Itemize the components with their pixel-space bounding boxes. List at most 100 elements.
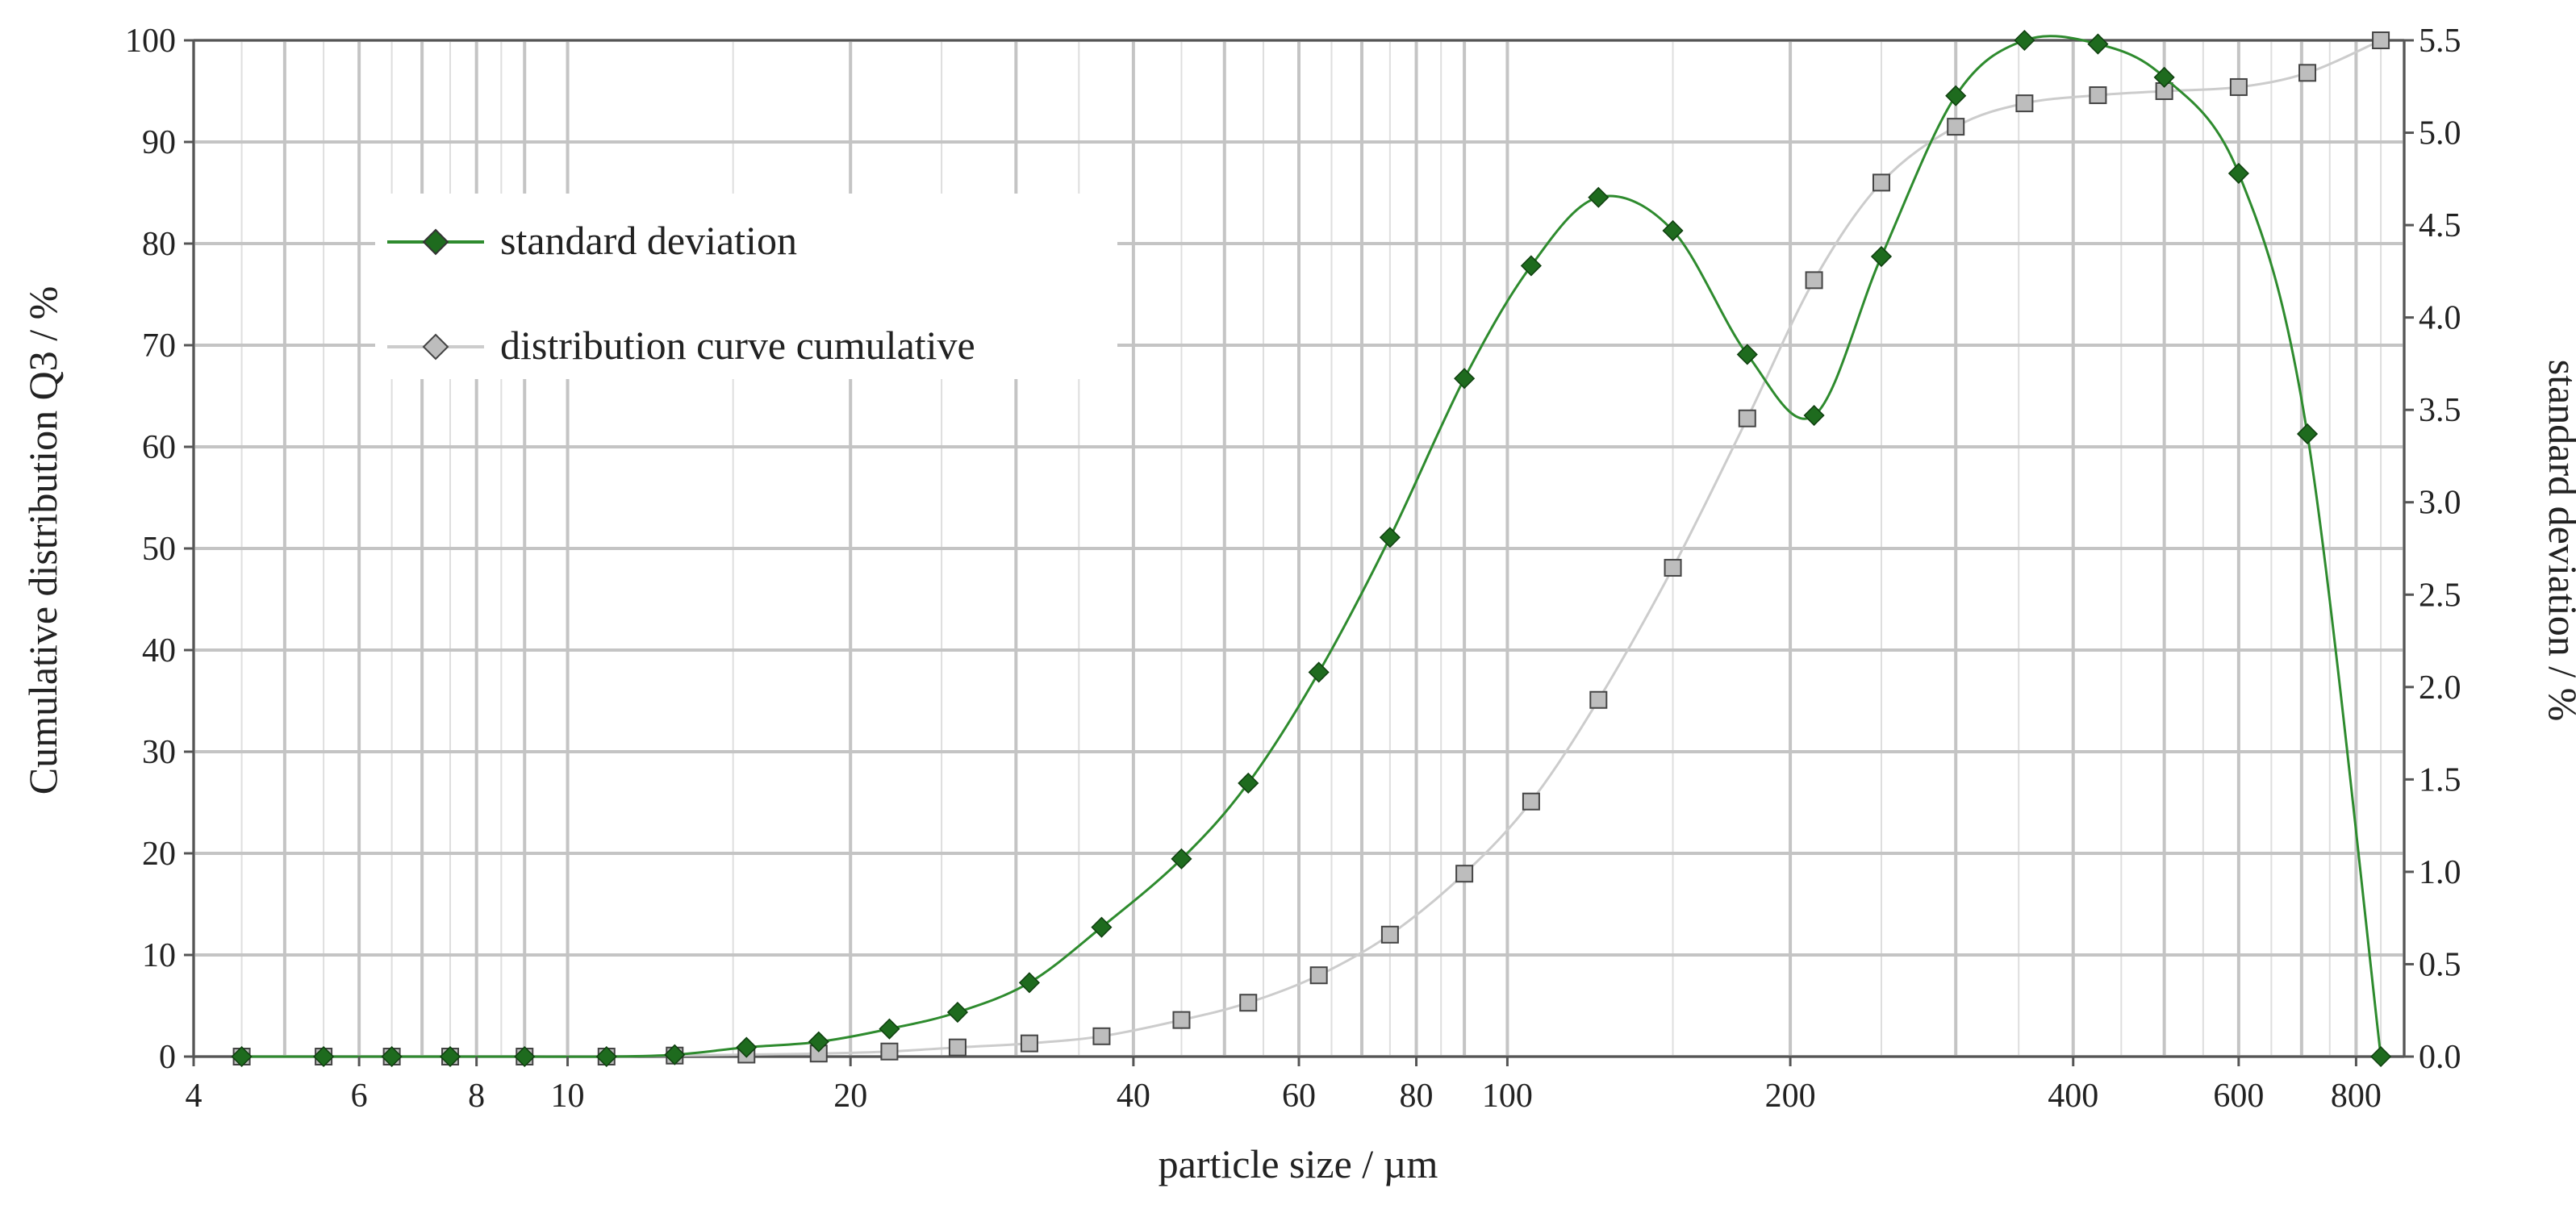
- data-point: [1522, 792, 1540, 811]
- data-point: [1945, 85, 1967, 106]
- data-point: [1736, 344, 1758, 365]
- data-point: [1309, 966, 1328, 985]
- data-point: [2372, 31, 2390, 49]
- y2-tick-label: 3.0: [2419, 485, 2461, 522]
- y2-axis-title: standard deviation / %: [2541, 360, 2576, 722]
- x-tick-label: 20: [833, 1078, 867, 1115]
- data-point: [1455, 865, 1474, 883]
- y2-tick-label: 0.0: [2419, 1039, 2461, 1076]
- y-tick-label: 20: [142, 836, 176, 873]
- x-tick-label: 60: [1282, 1078, 1316, 1115]
- x-tick-label: 6: [351, 1078, 368, 1115]
- y-tick-label: 40: [142, 632, 176, 669]
- data-point: [1172, 1011, 1191, 1029]
- y2-tick-label: 0.5: [2419, 946, 2461, 983]
- data-point: [381, 1045, 403, 1068]
- y2-tick-label: 4.5: [2419, 207, 2461, 244]
- data-point: [1454, 368, 1476, 390]
- series-standard-deviation: [231, 29, 2392, 1068]
- y-tick-label: 50: [142, 531, 176, 568]
- data-point: [595, 1045, 617, 1068]
- data-point: [1020, 1034, 1038, 1053]
- data-point: [1092, 1027, 1111, 1045]
- y-tick-label: 70: [142, 327, 176, 365]
- data-point: [1018, 972, 1040, 994]
- data-point: [2298, 64, 2317, 82]
- y-axis-title: Cumulative distribution Q3 / %: [20, 286, 65, 795]
- legend-label-cumulative: distribution curve cumulative: [500, 323, 975, 368]
- legend: standard deviation distribution curve cu…: [375, 194, 1117, 379]
- y2-tick-label: 3.5: [2419, 392, 2461, 429]
- data-point: [2227, 162, 2249, 185]
- data-point: [1308, 661, 1330, 683]
- x-tick-label: 4: [186, 1078, 202, 1115]
- x-tick-label: 10: [551, 1078, 585, 1115]
- y-tick-label: 30: [142, 734, 176, 771]
- data-point: [2015, 94, 2034, 113]
- data-point: [2229, 77, 2248, 96]
- data-point: [880, 1042, 899, 1061]
- data-point: [1588, 186, 1609, 208]
- data-point: [1805, 271, 1823, 290]
- x-tick-label: 800: [2331, 1078, 2382, 1115]
- y-tick-label: 10: [142, 937, 176, 974]
- data-point: [2370, 1045, 2392, 1068]
- y2-tick-label: 2.0: [2419, 669, 2461, 707]
- legend-marker-cumulative: [422, 333, 449, 361]
- data-point: [514, 1045, 536, 1068]
- y-tick-label: 60: [142, 429, 176, 466]
- data-point: [1239, 994, 1258, 1012]
- data-point: [1738, 409, 1756, 427]
- data-point: [1870, 245, 1893, 268]
- x-tick-label: 400: [2048, 1078, 2098, 1115]
- data-point: [1091, 916, 1113, 938]
- data-point: [1664, 558, 1682, 577]
- grid: [192, 39, 2406, 1058]
- x-tick-label: 8: [468, 1078, 485, 1115]
- data-point: [736, 1036, 758, 1058]
- x-tick-label: 100: [1482, 1078, 1533, 1115]
- legend-label-std: standard deviation: [500, 218, 797, 263]
- y2-tick-label: 1.0: [2419, 854, 2461, 891]
- data-point: [1872, 173, 1890, 192]
- data-point: [948, 1038, 967, 1057]
- data-point: [1803, 404, 1825, 427]
- y2-tick-label: 5.5: [2419, 23, 2461, 60]
- x-axis-title: particle size / µm: [1159, 1141, 1438, 1186]
- data-point: [2089, 86, 2107, 105]
- y-tick-label: 80: [142, 226, 176, 263]
- data-point: [2014, 29, 2035, 52]
- data-point: [1380, 925, 1399, 944]
- data-point: [1238, 772, 1259, 794]
- series-layer: [231, 29, 2392, 1068]
- x-tick-label: 200: [1765, 1078, 1816, 1115]
- data-point: [2153, 66, 2175, 88]
- data-point: [1662, 219, 1684, 242]
- data-point: [1520, 255, 1542, 277]
- x-tick-label: 80: [1400, 1078, 1434, 1115]
- x-tick-label: 40: [1117, 1078, 1150, 1115]
- y2-tick-label: 4.0: [2419, 300, 2461, 337]
- data-point: [879, 1018, 900, 1040]
- data-point: [439, 1045, 461, 1068]
- data-point: [1379, 527, 1401, 548]
- legend-box: [375, 194, 1117, 379]
- data-point: [2087, 33, 2109, 55]
- y-tick-label: 100: [125, 23, 176, 60]
- y2-tick-label: 5.0: [2419, 115, 2461, 152]
- data-point: [1171, 848, 1192, 869]
- data-point: [2296, 423, 2319, 445]
- data-point: [808, 1031, 829, 1053]
- data-point: [946, 1001, 969, 1024]
- x-tick-label: 600: [2213, 1078, 2264, 1115]
- y-tick-label: 0: [159, 1039, 176, 1076]
- tick-labels: 4 6 8 10 20 40 60 80 100 200 400 600 800 0 10 20 30 40 50 6…: [125, 23, 2461, 1115]
- data-point: [664, 1044, 686, 1065]
- y2-tick-label: 1.5: [2419, 761, 2461, 798]
- data-point: [1947, 118, 1965, 136]
- data-point: [231, 1045, 253, 1068]
- y2-tick-label: 2.5: [2419, 577, 2461, 614]
- data-point: [313, 1045, 335, 1068]
- y-tick-label: 90: [142, 124, 176, 161]
